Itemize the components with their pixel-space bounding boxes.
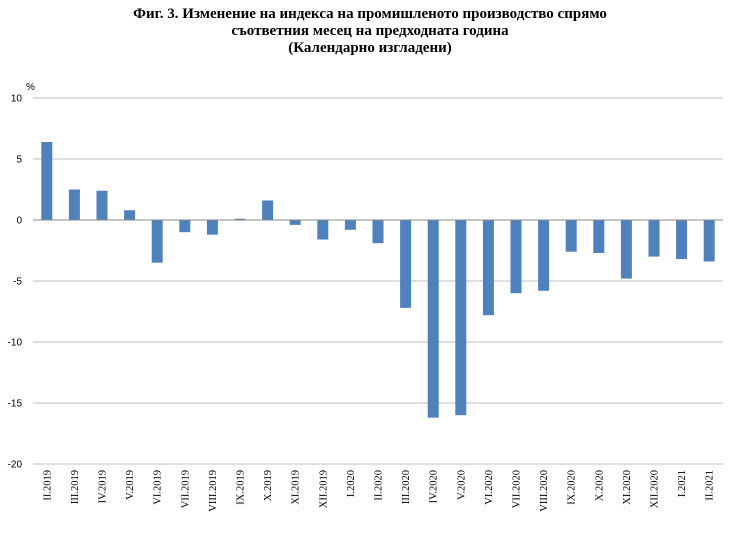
x-tick-label: VI.2019 [153,470,164,505]
bar [620,220,632,279]
bar [206,220,218,235]
bar [482,220,494,316]
y-tick-label: -15 [8,399,23,410]
x-tick-label: IV.2019 [98,470,109,503]
chart-title-line-2: съответния месец на предходната година [231,23,509,39]
chart-title-line-3: (Календарно изгладени) [288,40,452,56]
chart-title-line-1: Фиг. 3. Изменение на индекса на промишле… [133,6,607,22]
x-tick-label: X.2020 [594,470,605,501]
chart-title: Фиг. 3. Изменение на индекса на промишле… [0,6,740,57]
x-tick-label: X.2019 [263,470,274,501]
bar [289,220,301,225]
x-tick-label: XII.2020 [650,470,661,508]
gridlines [33,97,723,465]
bar [648,220,660,257]
x-tick-label: III.2019 [70,470,81,504]
x-axis-ticks: II.2019 III.2019 IV.2019 V.2019 VI.2019 VII.2… [42,470,715,512]
bar [538,220,550,291]
y-tick-label: 0 [16,216,22,227]
x-tick-label: II.2019 [42,470,53,501]
bar [455,220,467,416]
x-tick-label: VI.2020 [484,470,495,505]
bar [593,220,605,253]
bar [41,141,53,220]
bar [124,210,136,220]
x-tick-label: XI.2020 [622,470,633,505]
x-tick-label: IX.2019 [236,470,247,505]
x-tick-label: VIII.2019 [208,470,219,512]
bar [234,218,246,220]
x-tick-label: I.2021 [677,470,688,497]
x-tick-label: II.2020 [374,470,385,501]
y-tick-label: -5 [13,277,22,288]
x-tick-label: V.2020 [456,470,467,500]
y-axis-label: % [26,82,35,93]
y-tick-label: 5 [16,155,22,166]
y-tick-label: -10 [8,338,23,349]
bars [41,141,715,418]
bar [151,220,163,263]
bar [510,220,522,294]
x-tick-label: III.2020 [401,470,412,504]
bar [262,200,274,220]
bar [344,220,356,230]
x-tick-label: II.2021 [705,470,716,501]
x-tick-label: IV.2020 [429,470,440,503]
bar [68,189,80,220]
x-tick-label: VII.2019 [180,470,191,508]
x-tick-label: VIII.2020 [539,470,550,512]
bar [676,220,688,260]
bar [317,220,329,240]
x-tick-label: XI.2019 [291,470,302,505]
x-tick-label: I.2020 [346,470,357,497]
bar [400,220,412,308]
x-tick-label: IX.2020 [567,470,578,505]
y-tick-label: -20 [8,460,23,471]
x-tick-label: VII.2020 [512,470,523,508]
bar [372,220,384,244]
bar [96,190,108,220]
bar [703,220,715,262]
bar [565,220,577,252]
x-tick-label: V.2019 [125,470,136,500]
bar [179,220,191,233]
x-tick-label: XII.2019 [318,470,329,508]
y-axis-ticks: 10 5 0 -5 -10 -15 -20 [8,94,23,471]
bar [427,220,439,418]
y-tick-label: 10 [11,94,23,105]
